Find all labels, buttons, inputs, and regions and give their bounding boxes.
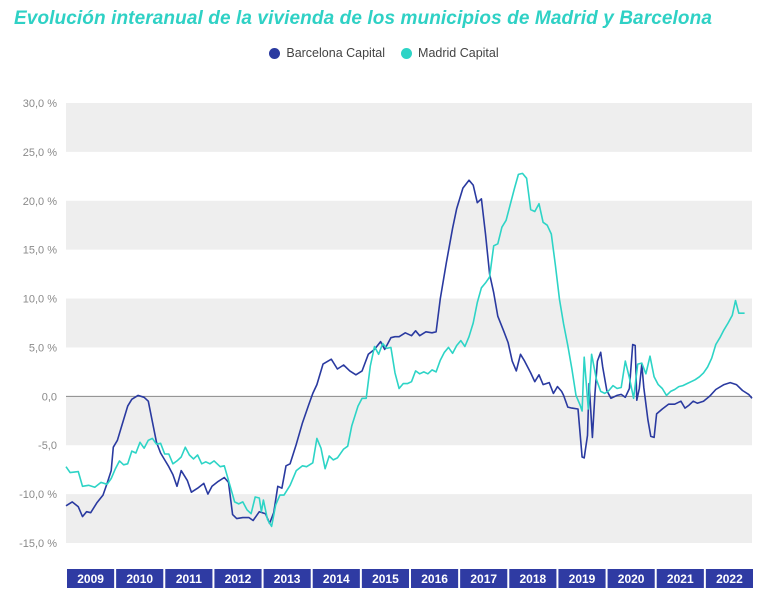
y-tick-label: 0,0 [42,391,57,403]
x-tick-label: 2020 [618,572,645,586]
x-tick-label: 2011 [176,572,202,586]
x-tick-label: 2021 [667,572,694,586]
x-tick-label: 2009 [77,572,104,586]
x-category-box [656,569,704,588]
x-category-box [705,569,753,588]
y-tick-label: -10,0 % [19,489,57,501]
grid-band [66,298,752,348]
x-category-box [361,569,409,588]
grid-band [66,103,752,152]
y-tick-label: 20,0 % [23,196,57,208]
grid-band [66,494,752,543]
y-tick-label: -15,0 % [19,538,57,550]
y-tick-label: 5,0 % [29,342,57,354]
x-category-box [312,569,360,588]
y-tick-label: 10,0 % [23,294,57,306]
y-tick-label: -5,0 [38,440,57,452]
x-tick-label: 2022 [716,572,743,586]
chart-legend: Barcelona Capital Madrid Capital [0,46,768,60]
legend-marker-madrid [401,47,413,59]
x-tick-label: 2012 [225,572,252,586]
x-category-box [509,569,557,588]
x-tick-label: 2017 [470,572,497,586]
legend-label-madrid: Madrid Capital [418,46,499,60]
x-tick-label: 2013 [274,572,301,586]
x-category-box [607,569,655,588]
x-tick-label: 2016 [421,572,448,586]
grid-band [66,200,752,250]
x-category-box [165,569,213,588]
x-tick-label: 2019 [569,572,596,586]
y-tick-label: 30,0 % [23,98,57,110]
chart-title: Evolución interanual de la vivienda de l… [14,8,713,29]
legend-item-barcelona[interactable]: Barcelona Capital [269,46,385,60]
legend-label-barcelona: Barcelona Capital [286,46,386,60]
x-category-box [460,569,508,588]
x-category-box [263,569,311,588]
y-tick-label: 25,0 % [23,147,57,159]
x-tick-label: 2018 [520,572,547,586]
x-category-box [558,569,606,588]
x-category-box [67,569,115,588]
legend-marker-barcelona [269,47,281,59]
grid-band [66,396,752,446]
series-line-madrid [65,172,745,528]
legend-item-madrid[interactable]: Madrid Capital [401,46,499,60]
y-tick-label: 15,0 % [23,245,57,257]
x-category-box [214,569,262,588]
x-tick-label: 2015 [372,572,399,586]
x-tick-label: 2010 [126,572,153,586]
x-category-box [116,569,164,588]
x-tick-label: 2014 [323,572,350,586]
x-category-box [411,569,459,588]
